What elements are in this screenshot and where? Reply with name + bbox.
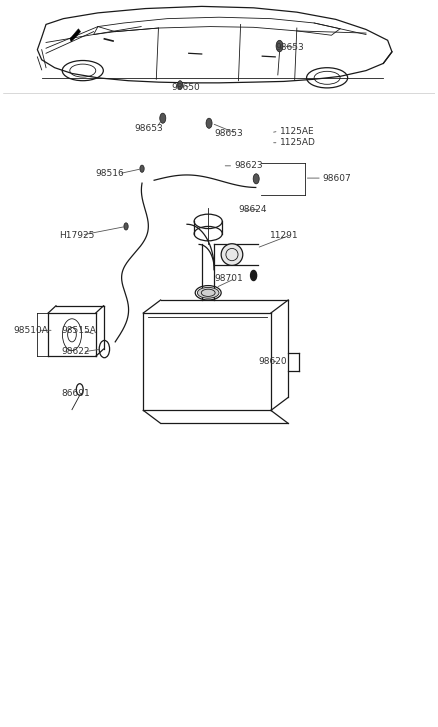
Text: 98622: 98622 — [61, 348, 90, 356]
Circle shape — [206, 119, 212, 128]
Ellipse shape — [221, 244, 243, 265]
Text: 1125AE: 1125AE — [279, 126, 314, 136]
Circle shape — [140, 165, 144, 172]
Polygon shape — [70, 29, 81, 41]
Circle shape — [124, 222, 128, 230]
Text: 98624: 98624 — [238, 204, 267, 214]
Circle shape — [160, 113, 166, 124]
Text: 98701: 98701 — [215, 274, 244, 283]
Text: 86691: 86691 — [61, 389, 90, 398]
Text: 98653: 98653 — [215, 129, 244, 138]
Circle shape — [276, 40, 283, 52]
Text: 11291: 11291 — [270, 230, 298, 240]
Text: 98516: 98516 — [96, 169, 124, 178]
Circle shape — [251, 270, 257, 281]
Circle shape — [177, 81, 183, 89]
Text: 98620: 98620 — [258, 357, 286, 366]
Text: 1125AD: 1125AD — [279, 138, 315, 148]
Text: H17925: H17925 — [59, 230, 94, 240]
Circle shape — [253, 174, 259, 184]
Text: 98653: 98653 — [275, 43, 304, 52]
Text: 98650: 98650 — [171, 83, 200, 92]
Text: 98510A: 98510A — [14, 326, 49, 335]
Text: 98623: 98623 — [234, 161, 263, 170]
Text: 98653: 98653 — [134, 124, 163, 133]
Text: 98607: 98607 — [323, 174, 352, 182]
Ellipse shape — [198, 287, 219, 298]
Text: 98515A: 98515A — [61, 326, 96, 335]
